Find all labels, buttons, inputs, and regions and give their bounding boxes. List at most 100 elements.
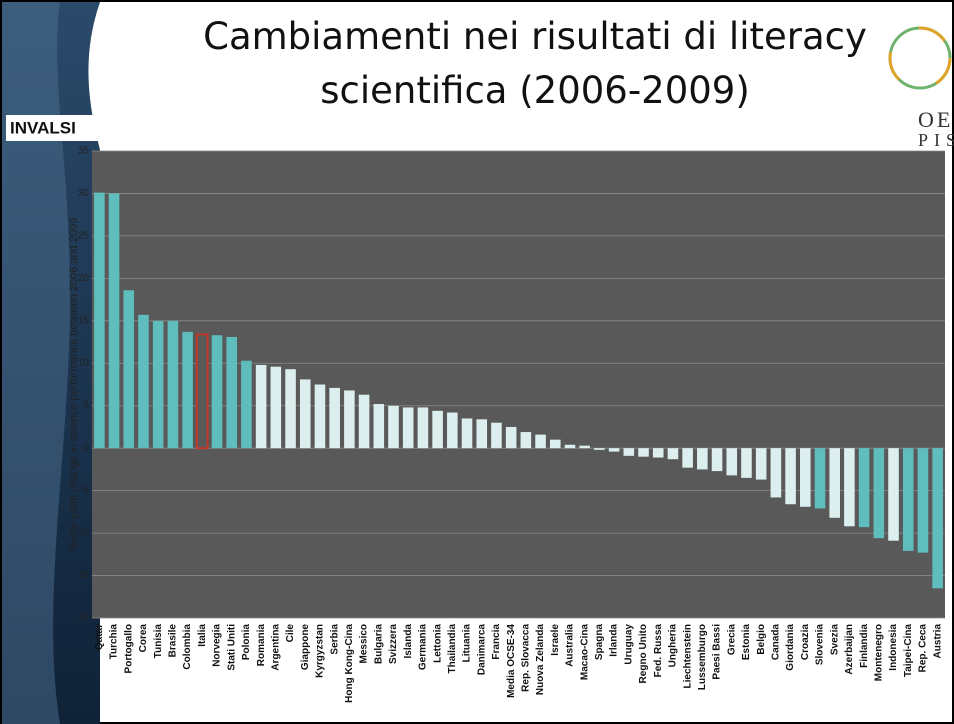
y-tick-label: 10 bbox=[78, 358, 90, 369]
x-tick-label: Germania bbox=[418, 624, 429, 671]
bar bbox=[859, 448, 870, 527]
y-tick-label: -15 bbox=[75, 570, 90, 581]
bar bbox=[94, 193, 105, 449]
x-tick-label: Estonia bbox=[741, 624, 752, 661]
bar bbox=[123, 290, 134, 448]
bar bbox=[432, 411, 443, 448]
bar bbox=[373, 404, 384, 448]
x-tick-label: Svizzera bbox=[388, 624, 399, 664]
x-tick-label: Finlandia bbox=[859, 624, 870, 668]
bar bbox=[800, 448, 811, 507]
y-tick-label: 30 bbox=[78, 188, 90, 199]
bar bbox=[565, 445, 576, 448]
y-tick-label: -10 bbox=[75, 528, 90, 539]
x-tick-label: Brasile bbox=[168, 624, 179, 658]
bar bbox=[624, 448, 635, 456]
x-tick-label: Kyrgyzstan bbox=[315, 624, 326, 678]
x-tick-label: Regno Unito bbox=[638, 624, 649, 683]
x-tick-label: Stati Uniti bbox=[226, 624, 237, 671]
x-tick-label: Rep. Ceca bbox=[918, 624, 929, 673]
bar bbox=[300, 379, 311, 448]
bar bbox=[462, 418, 473, 448]
bar bbox=[653, 448, 664, 457]
y-tick-label: -5 bbox=[80, 485, 89, 496]
x-tick-label: Slovenia bbox=[815, 624, 826, 666]
bar bbox=[771, 448, 782, 497]
bar bbox=[741, 448, 752, 478]
x-tick-label: Messico bbox=[359, 624, 370, 663]
x-tick-label: Spagna bbox=[594, 624, 605, 661]
bar bbox=[241, 361, 252, 448]
bar bbox=[182, 332, 193, 448]
x-tick-label: Montenegro bbox=[873, 624, 884, 681]
bar bbox=[521, 432, 532, 448]
x-tick-label: Taipei-Cina bbox=[903, 624, 914, 678]
bar bbox=[359, 395, 370, 448]
bar bbox=[153, 321, 164, 448]
x-tick-label: Danimarca bbox=[476, 624, 487, 676]
x-tick-label: Belgio bbox=[756, 624, 767, 655]
x-tick-label: Serbia bbox=[329, 624, 340, 655]
x-tick-label: Israele bbox=[550, 624, 561, 656]
brand: INVALSI bbox=[10, 118, 76, 137]
x-tick-label: Svezia bbox=[829, 624, 840, 656]
bar bbox=[197, 334, 208, 448]
x-tick-label: Media OCSE-34 bbox=[506, 624, 517, 698]
x-tick-label: Azerbaijan bbox=[844, 624, 855, 675]
x-tick-label: Giappone bbox=[300, 624, 311, 671]
x-tick-label: Rep. Slovacca bbox=[520, 624, 531, 692]
y-tick-label: 35 bbox=[78, 146, 90, 157]
bar bbox=[226, 337, 237, 448]
bar bbox=[932, 448, 943, 588]
x-tick-label: Grecia bbox=[726, 624, 737, 656]
x-tick-label: Qatar bbox=[94, 624, 105, 650]
bar bbox=[256, 365, 267, 448]
x-tick-label: Lussemburgo bbox=[697, 624, 708, 690]
x-tick-label: Canada bbox=[771, 624, 782, 661]
bar bbox=[594, 448, 605, 450]
x-tick-label: Fed. Russa bbox=[653, 624, 664, 678]
y-tick-label: 15 bbox=[78, 315, 90, 326]
x-tick-label: Indonesia bbox=[888, 624, 899, 671]
bar bbox=[168, 321, 179, 448]
bar bbox=[109, 193, 120, 448]
bar bbox=[712, 448, 723, 471]
x-tick-label: Nuova Zelanda bbox=[535, 624, 546, 696]
bar bbox=[550, 440, 561, 448]
bar bbox=[609, 448, 620, 451]
bar bbox=[506, 427, 517, 448]
bar bbox=[403, 407, 414, 448]
x-tick-label: Italia bbox=[197, 624, 208, 647]
x-tick-label: Corea bbox=[138, 624, 149, 653]
bar bbox=[785, 448, 796, 504]
x-tick-label: Liechtenstein bbox=[682, 624, 693, 688]
x-tick-label: Thailandia bbox=[447, 624, 458, 674]
bar bbox=[756, 448, 767, 479]
x-tick-label: Irlanda bbox=[609, 624, 620, 657]
bar bbox=[668, 448, 679, 459]
y-tick-label: 5 bbox=[83, 400, 89, 411]
y-tick-label: 0 bbox=[83, 443, 89, 454]
bar bbox=[315, 385, 326, 449]
x-tick-label: Portogallo bbox=[123, 624, 134, 673]
bar bbox=[491, 423, 502, 448]
bar bbox=[344, 390, 355, 448]
bar bbox=[329, 388, 340, 448]
x-tick-label: Lettonia bbox=[432, 624, 443, 663]
y-tick-label: 25 bbox=[78, 231, 90, 242]
bar bbox=[418, 407, 429, 448]
bar bbox=[844, 448, 855, 526]
bar bbox=[815, 448, 826, 508]
x-tick-label: Polonia bbox=[241, 624, 252, 661]
y-tick-label: -20 bbox=[75, 613, 90, 624]
bar bbox=[638, 448, 649, 456]
bar bbox=[903, 448, 914, 551]
chart-title: Cambiamenti nei risultati di literacy sc… bbox=[140, 10, 930, 118]
x-tick-label: Austria bbox=[932, 624, 943, 659]
bar bbox=[918, 448, 929, 552]
bar bbox=[682, 448, 693, 468]
y-tick-label: 20 bbox=[78, 273, 90, 284]
x-tick-label: Bulgaria bbox=[373, 624, 384, 664]
slide: INVALSI OECD PISA Score point change in … bbox=[0, 0, 954, 724]
bar bbox=[285, 369, 296, 448]
